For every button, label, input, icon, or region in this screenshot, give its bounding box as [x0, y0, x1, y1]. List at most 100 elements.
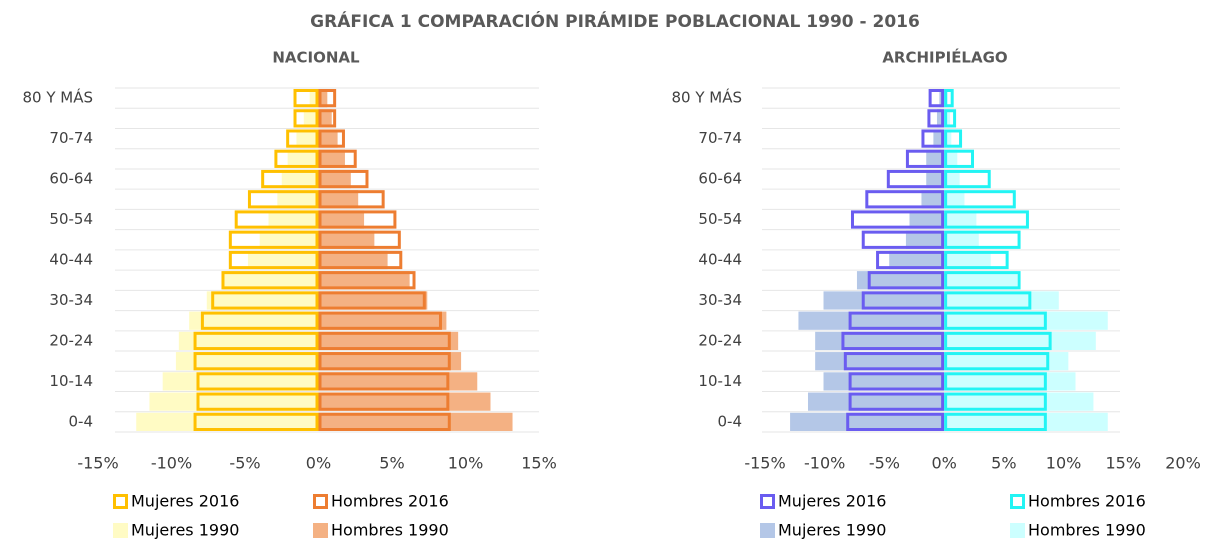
bar	[318, 109, 332, 128]
bar	[268, 210, 319, 229]
bar	[926, 169, 945, 189]
bar-outline	[293, 109, 319, 128]
bar-outline	[861, 230, 945, 249]
bar	[318, 230, 375, 249]
legend-swatch	[1010, 523, 1025, 538]
bar	[222, 271, 319, 290]
bar-outline	[848, 392, 945, 411]
y-tick-label: 70-74	[698, 129, 742, 147]
bar-outline	[867, 271, 945, 290]
bar	[175, 352, 319, 371]
bar	[318, 190, 359, 209]
bar-outline	[850, 210, 945, 229]
bar-outline	[886, 169, 945, 189]
x-tick-label: 5%	[991, 454, 1016, 473]
bar	[944, 392, 1094, 411]
bar-outline	[318, 210, 397, 229]
bar-outline	[234, 210, 319, 229]
bar-outline	[905, 149, 945, 168]
bar-outline	[318, 89, 337, 108]
bar	[206, 291, 319, 310]
bar-outline	[841, 331, 945, 351]
bar	[259, 230, 319, 249]
bar-outline	[944, 271, 1021, 290]
bar	[318, 210, 365, 229]
legend-swatch	[1010, 494, 1025, 509]
legend-swatch	[113, 523, 128, 538]
y-tick-label: 30-34	[698, 291, 742, 309]
bar	[247, 250, 319, 270]
y-tick-label: 20-24	[698, 331, 742, 349]
bar	[909, 210, 945, 229]
x-tick-label: -10%	[804, 454, 845, 473]
bar-outline	[944, 311, 1047, 330]
bar-outline	[228, 250, 319, 270]
bar-outline	[944, 392, 1047, 411]
bar	[944, 230, 979, 249]
legend-label: Mujeres 2016	[131, 492, 239, 511]
bar-outline	[848, 311, 945, 330]
bar-outline	[318, 230, 401, 249]
bar-outline	[211, 291, 319, 310]
bar-outline	[221, 271, 319, 290]
bar-outline	[861, 291, 945, 310]
chart-subtitle: NACIONAL	[272, 49, 360, 67]
bar	[815, 352, 945, 371]
x-tick-label: 20%	[1165, 454, 1201, 473]
bar-outline	[928, 89, 945, 108]
x-tick-label: -10%	[151, 454, 192, 473]
bar	[318, 149, 345, 168]
bar-outline	[200, 311, 319, 330]
bar	[944, 311, 1108, 330]
x-tick-label: 0%	[306, 454, 331, 473]
bar	[944, 412, 1108, 431]
bar	[921, 190, 945, 209]
bar-outline	[193, 352, 319, 371]
x-tick-label: 0%	[931, 454, 956, 473]
bar	[944, 352, 1069, 371]
legend-swatch	[313, 494, 328, 509]
bar-outline	[318, 250, 403, 270]
legend-label: Hombres 1990	[331, 521, 449, 540]
y-tick-label: 10-14	[698, 372, 742, 390]
x-tick-label: -15%	[77, 454, 118, 473]
legend-label: Hombres 1990	[1028, 521, 1146, 540]
bar	[318, 129, 338, 148]
bar	[936, 109, 945, 128]
bar-outline	[927, 109, 945, 128]
bar-outline	[318, 129, 345, 148]
bar-outline	[318, 331, 451, 351]
bar	[815, 331, 945, 351]
bar-outline	[196, 392, 319, 411]
bar	[303, 109, 319, 128]
bar-outline	[318, 190, 385, 209]
x-tick-label: 5%	[379, 454, 404, 473]
bar-outline	[944, 331, 1052, 351]
legend-swatch	[313, 523, 328, 538]
bar-outline	[196, 372, 319, 391]
bar-outline	[318, 109, 337, 128]
bar-outline	[876, 250, 945, 270]
bar	[944, 331, 1096, 351]
x-tick-label: -5%	[229, 454, 260, 473]
y-tick-label: 60-64	[698, 170, 742, 188]
x-tick-label: 15%	[521, 454, 557, 473]
legend-label: Mujeres 2016	[778, 492, 886, 511]
bar-outline	[944, 169, 991, 189]
legend-label: Mujeres 1990	[131, 521, 239, 540]
page-title: GRÁFICA 1 COMPARACIÓN PIRÁMIDE POBLACION…	[310, 10, 920, 32]
y-tick-label: 10-14	[49, 372, 93, 390]
bar	[318, 412, 513, 431]
bar-outline	[843, 352, 945, 371]
bar-outline	[293, 89, 319, 108]
bar	[149, 392, 319, 411]
bar	[318, 89, 328, 108]
bar	[189, 311, 319, 330]
bar	[281, 169, 319, 189]
bar	[889, 250, 945, 270]
bar	[944, 190, 965, 209]
bar	[856, 271, 945, 290]
bar	[318, 250, 388, 270]
bar	[944, 250, 991, 270]
